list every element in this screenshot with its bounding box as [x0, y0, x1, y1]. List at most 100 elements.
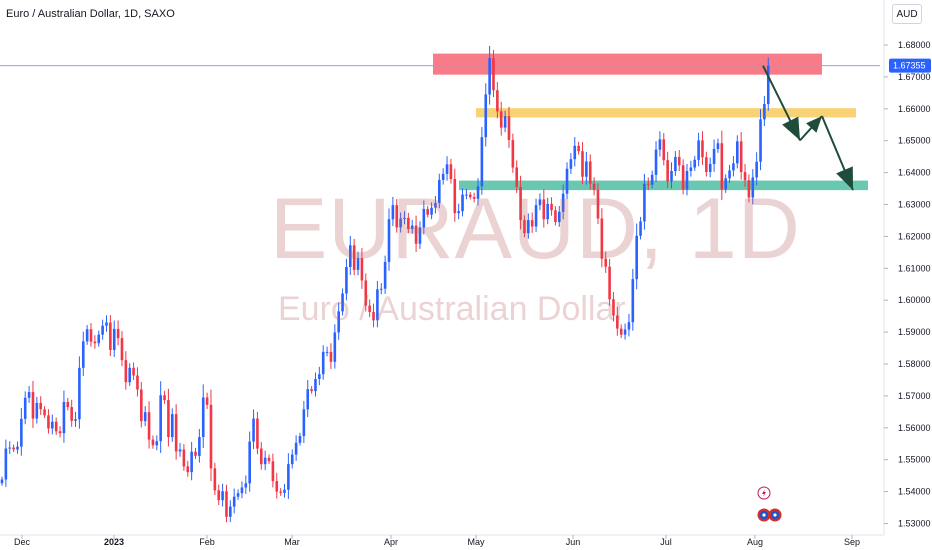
candle — [31, 380, 35, 428]
candle — [101, 319, 104, 340]
candle — [546, 197, 549, 225]
candle — [66, 397, 70, 411]
zone-upper-support[interactable] — [476, 108, 856, 118]
candle — [426, 205, 429, 218]
watermark-ticker: EURAUD, 1D — [270, 181, 801, 277]
candle — [565, 162, 569, 200]
candle — [755, 152, 758, 186]
candle — [205, 392, 209, 409]
candle — [259, 441, 263, 470]
candle — [689, 160, 693, 177]
price-axis[interactable]: 1.68000 1.67000 1.66000 1.65000 1.64000 1.630… — [883, 0, 931, 535]
candle — [186, 460, 190, 477]
candle — [201, 384, 205, 448]
candle — [8, 441, 12, 454]
candle — [302, 401, 306, 443]
candle — [530, 212, 534, 233]
candle — [674, 151, 677, 176]
annotation-zones — [433, 53, 868, 191]
candle — [97, 330, 101, 347]
candle — [194, 447, 197, 460]
candle — [271, 453, 275, 488]
candle — [612, 292, 615, 322]
candle — [167, 388, 170, 447]
candle — [345, 258, 348, 301]
zone-resistance[interactable] — [433, 53, 822, 75]
candle — [585, 151, 588, 185]
candle — [333, 324, 337, 369]
candle — [480, 127, 484, 195]
candle — [732, 156, 735, 177]
candle — [294, 435, 298, 461]
candle — [550, 197, 553, 216]
candle — [561, 184, 565, 220]
x-tick-label: Mar — [284, 537, 300, 547]
candle — [159, 381, 162, 453]
candle — [577, 141, 580, 155]
candle — [136, 367, 139, 397]
candle — [155, 435, 159, 451]
candle — [670, 162, 673, 189]
candle — [631, 268, 635, 331]
candle — [650, 170, 654, 189]
watermark-description: Euro / Australian Dollar — [278, 290, 626, 328]
lightning-event-icon[interactable] — [757, 486, 771, 500]
event-markers[interactable] — [757, 486, 782, 522]
candle — [267, 454, 271, 465]
y-tick-label: 1.61000 — [898, 263, 931, 273]
candle — [441, 168, 445, 185]
candle — [685, 163, 689, 196]
candle — [484, 83, 488, 147]
candle — [476, 178, 480, 206]
candle — [379, 282, 383, 295]
candle — [616, 306, 619, 336]
y-tick-label: 1.58000 — [898, 359, 931, 369]
candle — [93, 335, 97, 349]
candle — [318, 366, 321, 386]
candle — [20, 408, 23, 456]
candle — [569, 153, 573, 174]
candle — [283, 483, 286, 498]
arrow-head — [806, 116, 822, 133]
candle — [619, 324, 623, 339]
candle — [623, 323, 627, 340]
candle — [554, 206, 557, 226]
candle — [256, 411, 259, 455]
candle — [751, 169, 755, 205]
candle — [407, 212, 410, 234]
candle — [116, 320, 120, 346]
y-tick-label: 1.59000 — [898, 327, 931, 337]
candle — [229, 500, 232, 523]
currency-button[interactable]: AUD — [892, 4, 922, 24]
y-tick-label: 1.55000 — [898, 455, 931, 465]
candle — [639, 216, 642, 240]
y-tick-label: 1.67000 — [898, 72, 931, 82]
candle — [174, 404, 178, 460]
candle — [360, 248, 364, 289]
earnings-event-icon[interactable] — [757, 508, 771, 522]
zone-lower-support[interactable] — [459, 180, 868, 191]
candle — [527, 213, 530, 239]
candle — [364, 273, 368, 312]
candle — [279, 488, 282, 496]
candle — [81, 331, 85, 376]
candle — [54, 417, 58, 435]
candle — [604, 251, 608, 273]
x-tick-label: Jul — [660, 537, 672, 547]
time-axis[interactable]: Dec 2023 Feb Mar Apr May Jun Jul Aug Sep — [0, 534, 884, 547]
candle — [643, 173, 646, 230]
candle — [310, 386, 313, 394]
earnings-event-icon[interactable] — [768, 508, 782, 522]
candle — [43, 406, 46, 419]
candle — [105, 315, 108, 332]
candle — [349, 235, 352, 275]
candle — [724, 174, 727, 193]
projected-path-arrows[interactable] — [762, 65, 854, 191]
candle — [314, 372, 317, 397]
candle — [35, 396, 39, 424]
candle — [507, 106, 511, 148]
candle — [403, 211, 406, 225]
candle — [78, 356, 81, 429]
